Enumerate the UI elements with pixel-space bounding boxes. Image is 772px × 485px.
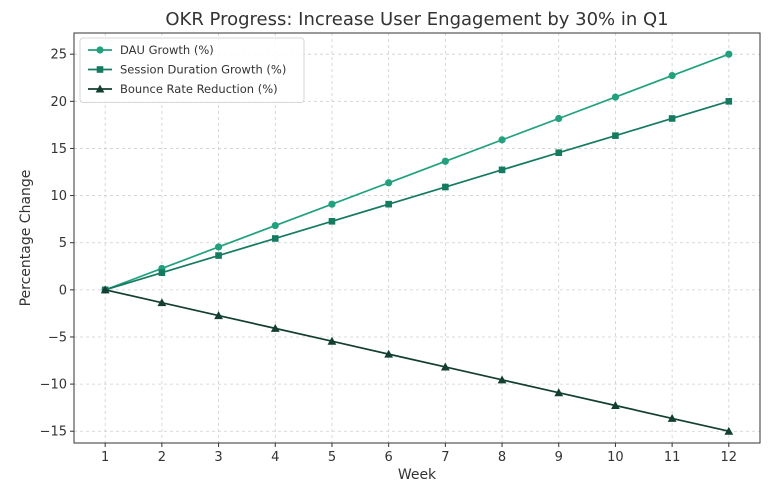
legend-marker [96,46,104,54]
data-point [271,235,279,242]
data-point [328,218,336,225]
series-layer [100,50,734,435]
data-point [442,183,449,191]
legend-marker [95,84,105,93]
x-tick-label: 11 [664,450,681,465]
x-tick-label: 3 [214,450,222,465]
data-point [214,243,223,251]
x-tick-label: 4 [271,450,279,465]
x-tick-label: 5 [328,450,336,465]
legend-marker [96,66,104,73]
data-point [270,323,280,332]
plot-frame [73,32,761,444]
y-tick-label: 15 [50,142,67,157]
legend-entry: Bounce Rate Reduction (%) [88,82,278,96]
data-point [668,115,676,122]
data-point [612,132,619,139]
legend-box [79,37,305,103]
series-1 [101,50,733,294]
chart-title: OKR Progress: Increase User Engagement b… [165,9,668,30]
data-point [214,311,223,320]
y-tick-label: 20 [50,95,67,110]
series-3 [100,285,734,435]
x-tick-label: 8 [498,450,506,465]
y-tick-label: −10 [40,378,67,393]
y-tick-label: 10 [50,189,67,204]
series-line [104,100,730,291]
data-point [440,362,450,371]
y-tick-label: 0 [59,283,67,298]
data-point [158,269,166,276]
legend-entry: DAU Growth (%) [88,43,214,57]
data-point [611,93,620,101]
data-point [724,426,734,435]
legend-entry: Session Duration Growth (%) [88,63,286,77]
legend-label: Bounce Rate Reduction (%) [120,82,278,96]
data-point [667,414,677,422]
x-tick-label: 12 [721,450,738,465]
x-tick-label: 6 [385,450,393,465]
data-point [385,179,393,187]
y-tick-label: 5 [59,236,67,251]
data-point [271,221,279,230]
legend-label: DAU Growth (%) [120,43,214,57]
data-point [157,298,167,307]
y-tick-label: −5 [48,330,67,345]
legend: DAU Growth (%) Session Duration Growth (%… [79,37,305,103]
data-point [328,200,336,208]
x-tick-label: 2 [158,450,166,465]
data-point [441,157,449,165]
data-point [327,336,337,345]
x-tick-label: 1 [101,450,109,465]
data-point [385,200,392,208]
y-tick-label: −15 [40,425,67,440]
data-point [668,72,676,80]
data-point [215,252,222,259]
legend-label: Session Duration Growth (%) [120,63,286,77]
data-point [498,136,506,144]
data-point [555,149,563,157]
x-tick-label: 9 [555,450,563,465]
x-tick-label: 10 [607,450,624,465]
x-axis-label: Week [398,467,437,483]
y-tick-label: 25 [50,48,67,63]
data-point [554,388,564,397]
series-line [104,53,730,291]
data-point [555,114,563,123]
data-point [497,375,507,384]
x-tick-label: 7 [441,450,449,465]
data-point [725,50,733,58]
series-line [104,289,730,433]
data-point [725,98,733,105]
data-point [384,349,394,358]
data-point [100,285,110,294]
data-point [611,401,620,410]
y-axis-label: Percentage Change [18,170,34,307]
data-point [498,166,506,174]
